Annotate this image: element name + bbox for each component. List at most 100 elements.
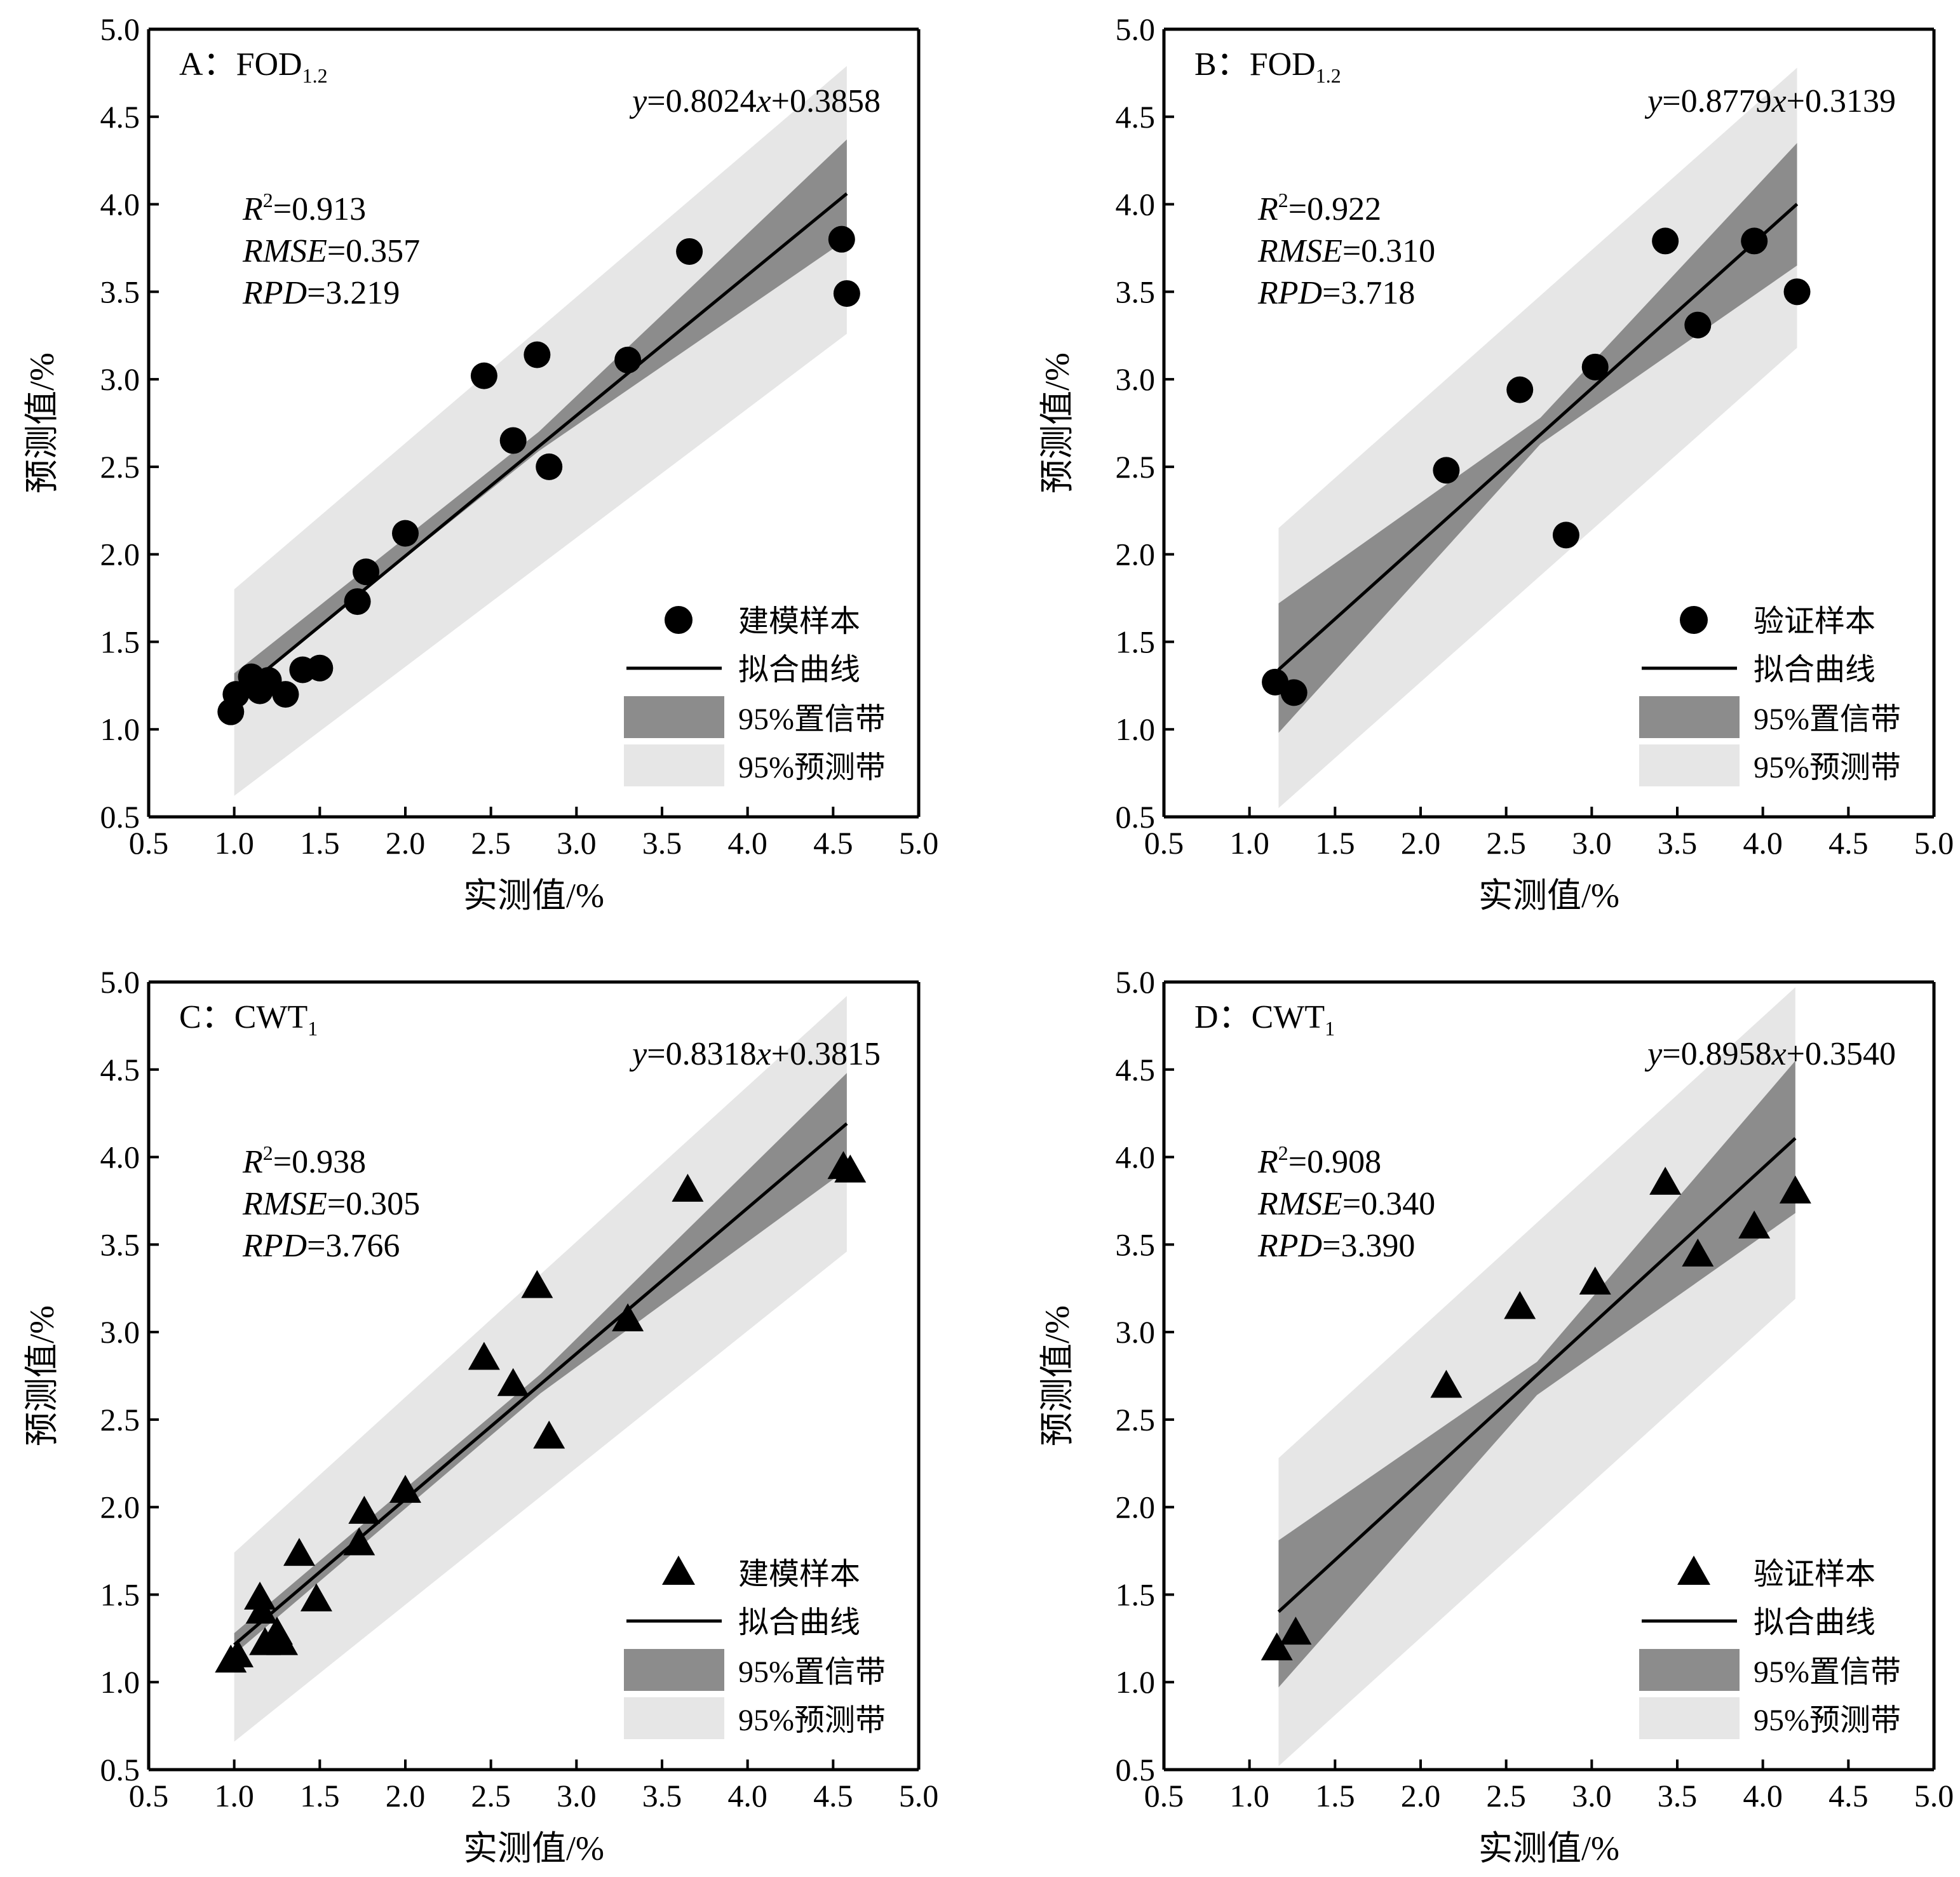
legend-confidence-swatch [1639,696,1740,738]
confidence-band [234,1073,847,1655]
eq-slope: =0.8958 [1662,1036,1771,1072]
r2-exponent: 2 [263,189,273,212]
x-axis-title: 实测值/% [1478,877,1619,915]
data-point [1506,376,1534,403]
y-tick-label: 1.5 [100,624,140,659]
fit-line [233,192,848,698]
y-tick-label: 2.0 [100,537,140,572]
data-point [266,1627,299,1655]
rmse-value: =0.340 [1342,1186,1435,1222]
x-tick-label: 4.0 [727,825,767,861]
regression-equation: y=0.8024x+0.3858 [629,83,881,119]
y-tick-label: 1.0 [1116,1664,1156,1700]
feature-subscript: 1 [308,1017,318,1040]
x-tick-label: 1.5 [1315,1778,1355,1813]
x-tick-label: 2.5 [1486,1778,1526,1813]
y-tick-label: 4.0 [1116,1140,1156,1175]
legend-prediction-swatch [1639,1697,1740,1739]
rpd-stat: RPD=3.390 [1257,1228,1415,1264]
chart-panel-b: 0.50.5 1.0 1.0 1.5 1.5 2.0 2.0 2.5 2.5 3.0 3.0 3.5 3… [1038,11,1954,915]
x-tick-label: 3.0 [1572,825,1612,861]
r2-value: =0.913 [273,191,366,227]
x-tick-label: 1.0 [214,1778,254,1813]
regression-equation: y=0.8318x+0.3815 [629,1036,881,1072]
legend-points-label: 验证样本 [1754,1557,1876,1591]
panel-title: C：CWT1 [179,999,318,1040]
x-tick-label: 2.5 [471,1778,511,1813]
x-tick-label: 2.5 [1486,825,1526,861]
y-tick-label: 3.0 [100,361,140,397]
x-tick-label: 0.5 [129,825,169,861]
feature-name: FOD [236,46,302,83]
rpd-stat: RPD=3.718 [1257,275,1415,311]
eq-intercept: +0.3540 [1787,1036,1896,1072]
x-tick-label: 3.0 [557,1778,597,1813]
x-tick-label: 4.0 [1743,1778,1783,1813]
eq-slope: =0.8024 [647,83,756,119]
eq-y: y [629,1036,647,1072]
feature-subscript: 1.2 [1316,64,1341,87]
regression-equation: y=0.8958x+0.3540 [1644,1036,1896,1072]
x-tick-label: 5.0 [899,1778,939,1813]
y-tick-label: 0.5 [100,799,140,835]
data-point [1581,353,1609,380]
eq-intercept: +0.3139 [1787,83,1896,119]
data-point [1741,227,1768,255]
panel-title: B：FOD1.2 [1194,46,1341,87]
legend-fit-label: 拟合曲线 [738,653,860,687]
feature-name: CWT [234,999,308,1035]
prediction-band [234,996,847,1742]
feature-name: CWT [1252,999,1325,1035]
data-point [392,520,419,547]
x-tick-label: 1.0 [1229,825,1269,861]
data-point [348,1495,381,1524]
data-point [497,1368,529,1396]
y-tick-label: 3.5 [100,1227,140,1262]
rpd-value: =3.219 [307,275,400,311]
data-point [245,1596,278,1624]
eq-y: y [1644,1036,1663,1072]
x-tick-label: 0.5 [1144,1778,1184,1813]
chart-panel-c: 0.50.5 1.0 1.0 1.5 1.5 2.0 2.0 2.5 2.5 3.0 3.0 3.5 3… [23,964,938,1867]
r2-value: =0.908 [1288,1144,1381,1180]
data-point [533,1420,565,1449]
x-axis-title: 实测值/% [463,877,604,915]
x-tick-label: 2.0 [1401,1778,1441,1813]
data-point [1682,1238,1714,1267]
data-point [1652,227,1679,255]
y-tick-label: 0.5 [1116,1752,1156,1787]
rpd-value: =3.390 [1322,1228,1415,1264]
data-point [343,1527,375,1556]
y-tick-label: 3.0 [100,1314,140,1350]
eq-y: y [629,83,647,119]
data-point [1779,1175,1811,1204]
x-tick-label: 4.0 [1743,825,1783,861]
data-point [1552,521,1579,549]
y-tick-label: 4.5 [100,1052,140,1087]
panel-title: D：CWT1 [1194,999,1335,1040]
x-tick-label: 3.5 [642,1778,682,1813]
fit-line [233,1122,848,1646]
y-tick-label: 4.5 [1116,1052,1156,1087]
y-tick-label: 2.0 [1116,537,1156,572]
y-tick-label: 2.5 [100,449,140,485]
rmse-label: RMSE [1257,1186,1342,1222]
data-point [283,1538,316,1566]
data-point [614,346,642,373]
y-tick-label: 3.0 [1116,361,1156,397]
y-tick-label: 2.0 [100,1490,140,1525]
legend-prediction-swatch [1639,744,1740,786]
r2-stat: R2=0.913 [242,189,366,227]
legend-confidence-label: 95%置信带 [1754,1655,1901,1689]
data-point [468,1342,500,1370]
rmse-label: RMSE [242,233,327,269]
legend-prediction-label: 95%预测带 [738,1704,886,1737]
data-point [834,1154,867,1183]
data-point [222,1639,254,1667]
y-tick-label: 1.5 [1116,1577,1156,1612]
legend-confidence-label: 95%置信带 [1754,703,1901,736]
legend-confidence-label: 95%置信带 [738,703,886,736]
y-tick-label: 4.0 [100,1140,140,1175]
